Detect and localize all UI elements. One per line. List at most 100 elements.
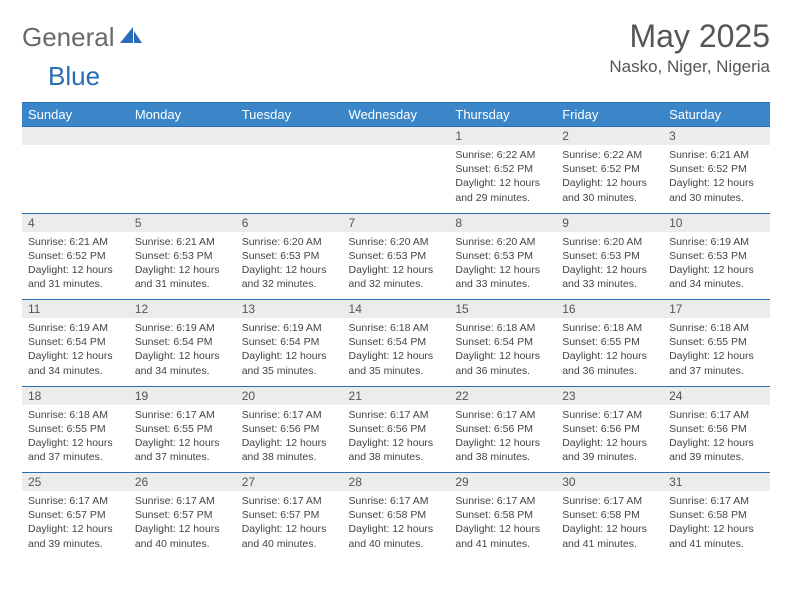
sunrise-text: Sunrise: 6:17 AM	[135, 408, 230, 422]
day-details-row: Sunrise: 6:17 AM Sunset: 6:57 PM Daylight:…	[22, 491, 770, 559]
sunrise-text: Sunrise: 6:17 AM	[669, 494, 764, 508]
day1-text: Daylight: 12 hours	[562, 263, 657, 277]
day-number: 22	[449, 386, 556, 405]
day-number-row: 123	[22, 127, 770, 146]
day-details: Sunrise: 6:20 AMSunset: 6:53 PMDaylight:…	[556, 232, 663, 300]
day-number: 12	[129, 300, 236, 319]
day-details: Sunrise: 6:18 AMSunset: 6:55 PMDaylight:…	[22, 405, 129, 473]
sunrise-text: Sunrise: 6:17 AM	[455, 494, 550, 508]
sunset-text: Sunset: 6:58 PM	[455, 508, 550, 522]
day2-text: and 32 minutes.	[242, 277, 337, 291]
day-details-row: Sunrise: 6:22 AMSunset: 6:52 PMDaylight:…	[22, 145, 770, 213]
day1-text: Daylight: 12 hours	[242, 436, 337, 450]
sunrise-text: Sunrise: 6:17 AM	[349, 494, 444, 508]
day-details-row: Sunrise: 6:19 AMSunset: 6:54 PMDaylight:…	[22, 318, 770, 386]
day-details-row: Sunrise: 6:21 AM Sunset: 6:52 PM Daylight:…	[22, 232, 770, 300]
calendar-table: Sunday Monday Tuesday Wednesday Thursday…	[22, 102, 770, 559]
day2-text: and 31 minutes.	[28, 277, 123, 291]
logo-sail-icon	[119, 26, 143, 49]
sunset-text: Sunset: 6:52 PM	[455, 162, 550, 176]
day-details: Sunrise: 6:17 AMSunset: 6:58 PMDaylight:…	[663, 491, 770, 559]
weekday-header: Saturday	[663, 103, 770, 127]
day-number: 29	[449, 473, 556, 492]
day-details: Sunrise: 6:17 AMSunset: 6:57 PMDaylight:…	[129, 491, 236, 559]
day1-text: Daylight: 12 hours	[455, 263, 550, 277]
sunset-text: Sunset: 6:54 PM	[135, 335, 230, 349]
day2-text: and 33 minutes.	[562, 277, 657, 291]
sunrise-text: Sunrise: 6:18 AM	[562, 321, 657, 335]
day2-text: and 30 minutes.	[562, 191, 657, 205]
day2-text: and 39 minutes.	[669, 450, 764, 464]
day-number	[129, 127, 236, 146]
day-details: Sunrise: 6:19 AMSunset: 6:54 PMDaylight:…	[236, 318, 343, 386]
sunset-text: Sunset: 6:58 PM	[669, 508, 764, 522]
day1-text: Daylight: 12 hours	[455, 176, 550, 190]
sunset-text: Sunset: 6:52 PM	[669, 162, 764, 176]
sunset-text: Sunset: 6:53 PM	[135, 249, 230, 263]
sunrise-text: Sunrise: 6:20 AM	[455, 235, 550, 249]
weekday-header: Monday	[129, 103, 236, 127]
day-number: 24	[663, 386, 770, 405]
day1-text: Daylight: 12 hours	[455, 349, 550, 363]
day-details: Sunrise: 6:17 AMSunset: 6:56 PMDaylight:…	[556, 405, 663, 473]
day1-text: Daylight: 12 hours	[562, 522, 657, 536]
day2-text: and 33 minutes.	[455, 277, 550, 291]
day-number: 21	[343, 386, 450, 405]
day1-text: Daylight: 12 hours	[669, 436, 764, 450]
day2-text: and 36 minutes.	[562, 364, 657, 378]
day2-text: and 41 minutes.	[455, 537, 550, 551]
day2-text: and 38 minutes.	[349, 450, 444, 464]
sunrise-text: Sunrise: 6:19 AM	[135, 321, 230, 335]
day1-text: Daylight: 12 hours	[669, 349, 764, 363]
day1-text: Daylight: 12 hours	[455, 522, 550, 536]
sunset-text: Sunset: 6:56 PM	[669, 422, 764, 436]
day2-text: and 38 minutes.	[242, 450, 337, 464]
sunset-text: Sunset: 6:57 PM	[135, 508, 230, 522]
day-number: 25	[22, 473, 129, 492]
day2-text: and 31 minutes.	[135, 277, 230, 291]
weekday-header: Wednesday	[343, 103, 450, 127]
day2-text: and 40 minutes.	[242, 537, 337, 551]
day2-text: and 40 minutes.	[349, 537, 444, 551]
sunrise-text: Sunrise: 6:20 AM	[562, 235, 657, 249]
day-number: 30	[556, 473, 663, 492]
weekday-header: Thursday	[449, 103, 556, 127]
day-details: Sunrise: 6:17 AMSunset: 6:56 PMDaylight:…	[343, 405, 450, 473]
sunrise-text: Sunrise: 6:18 AM	[28, 408, 123, 422]
day-details: Sunrise: 6:20 AMSunset: 6:53 PMDaylight:…	[449, 232, 556, 300]
day2-text: and 38 minutes.	[455, 450, 550, 464]
day-details	[236, 145, 343, 213]
sunset-text: Sunset: 6:53 PM	[562, 249, 657, 263]
day-number: 18	[22, 386, 129, 405]
day1-text: Daylight: 12 hours	[242, 522, 337, 536]
day-number: 7	[343, 213, 450, 232]
day2-text: and 32 minutes.	[349, 277, 444, 291]
sunrise-text: Sunrise: 6:22 AM	[562, 148, 657, 162]
day2-text: and 37 minutes.	[28, 450, 123, 464]
day-details: Sunrise: 6:18 AMSunset: 6:55 PMDaylight:…	[556, 318, 663, 386]
sunset-text: Sunset: 6:54 PM	[455, 335, 550, 349]
sunset-text: Sunset: 6:56 PM	[562, 422, 657, 436]
day-details: Sunrise: 6:19 AMSunset: 6:54 PMDaylight:…	[22, 318, 129, 386]
day2-text: and 35 minutes.	[349, 364, 444, 378]
day-number-row: 18192021222324	[22, 386, 770, 405]
day1-text: Daylight: 12 hours	[28, 522, 123, 536]
day2-text: and 37 minutes.	[135, 450, 230, 464]
day-details: Sunrise: 6:22 AMSunset: 6:52 PMDaylight:…	[556, 145, 663, 213]
day2-text: and 34 minutes.	[135, 364, 230, 378]
day1-text: Daylight: 12 hours	[28, 349, 123, 363]
day1-text: Daylight: 12 hours	[242, 263, 337, 277]
day-number: 4	[22, 213, 129, 232]
logo: General	[22, 18, 145, 53]
day2-text: and 30 minutes.	[669, 191, 764, 205]
sunrise-text: Sunrise: 6:21 AM	[135, 235, 230, 249]
day1-text: Daylight: 12 hours	[562, 349, 657, 363]
day-details: Sunrise: 6:22 AMSunset: 6:52 PMDaylight:…	[449, 145, 556, 213]
day-number: 20	[236, 386, 343, 405]
day-number: 17	[663, 300, 770, 319]
day2-text: and 34 minutes.	[669, 277, 764, 291]
month-title: May 2025	[609, 18, 770, 55]
weekday-header-row: Sunday Monday Tuesday Wednesday Thursday…	[22, 103, 770, 127]
sunset-text: Sunset: 6:52 PM	[28, 249, 123, 263]
day-details: Sunrise: 6:17 AMSunset: 6:56 PMDaylight:…	[663, 405, 770, 473]
